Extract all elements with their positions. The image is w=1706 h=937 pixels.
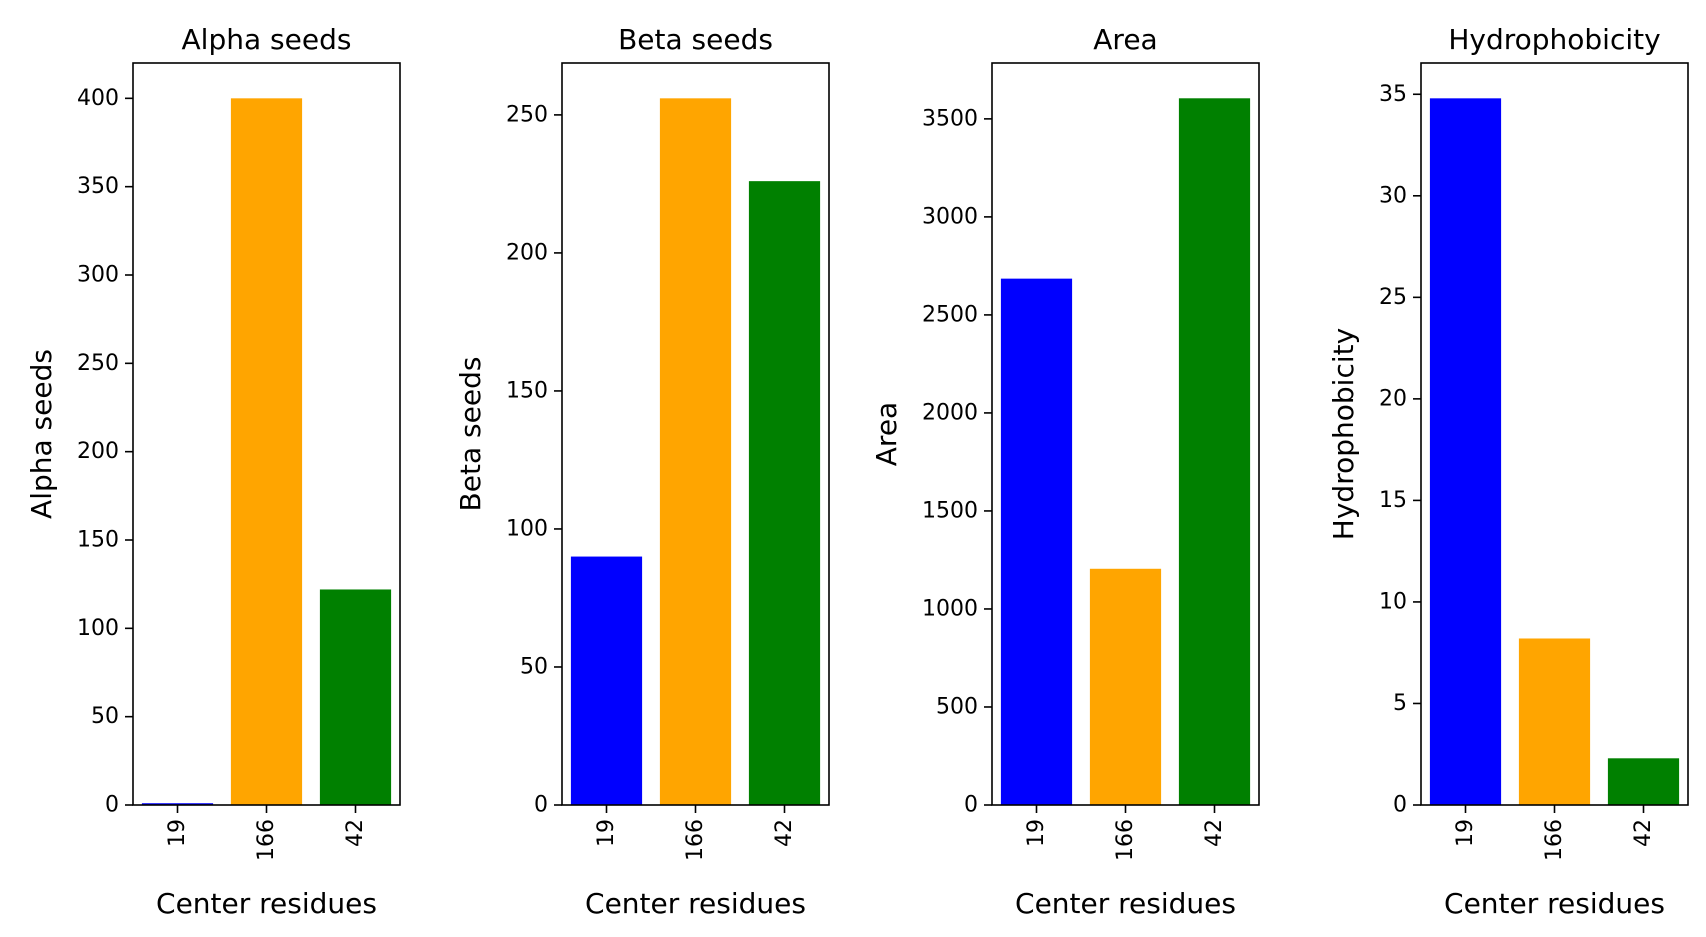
y-tick-label: 150 [77, 528, 119, 553]
chart-title: Hydrophobicity [1448, 23, 1660, 56]
y-tick-label: 500 [936, 694, 978, 719]
bar [748, 181, 821, 805]
x-tick-label: 42 [1202, 819, 1227, 847]
y-tick-label: 400 [77, 86, 119, 111]
y-tick-label: 100 [77, 616, 119, 641]
x-axis-label: Center residues [1015, 887, 1236, 920]
x-tick-label: 166 [683, 819, 708, 861]
bar [1089, 568, 1162, 805]
chart-title: Area [1093, 23, 1157, 56]
bar [1518, 638, 1591, 805]
y-tick-label: 30 [1379, 183, 1407, 208]
x-tick-label: 19 [165, 819, 190, 847]
chart-panel: 0 5 10 15 20 25 30 35 19 166 42 Hydrophobicity Cente… [1327, 23, 1689, 920]
x-tick-label: 19 [1024, 819, 1049, 847]
chart-title: Alpha seeds [182, 23, 352, 56]
y-tick-label: 150 [506, 378, 548, 403]
bar [230, 98, 303, 805]
y-tick-label: 200 [506, 240, 548, 265]
y-tick-label: 35 [1379, 82, 1407, 107]
y-axis-label: Area [870, 402, 903, 466]
y-tick-label: 5 [1393, 691, 1407, 716]
y-tick-label: 0 [105, 793, 119, 818]
y-tick-label: 50 [91, 704, 119, 729]
bar [1000, 278, 1073, 805]
bar [659, 98, 732, 805]
y-tick-label: 250 [77, 351, 119, 376]
y-tick-label: 0 [964, 793, 978, 818]
x-tick-label: 166 [254, 819, 279, 861]
y-tick-label: 3500 [922, 106, 978, 131]
y-tick-label: 2500 [922, 302, 978, 327]
y-tick-label: 350 [77, 174, 119, 199]
y-tick-label: 25 [1379, 285, 1407, 310]
y-tick-label: 50 [520, 654, 548, 679]
x-tick-label: 19 [1453, 819, 1478, 847]
y-tick-label: 10 [1379, 589, 1407, 614]
x-tick-label: 166 [1542, 819, 1567, 861]
x-tick-label: 42 [1631, 819, 1656, 847]
bar [1178, 98, 1251, 806]
y-tick-label: 0 [1393, 793, 1407, 818]
x-tick-label: 19 [594, 819, 619, 847]
chart-panel: 0 50 100 150 200 250 19 166 42 Beta seeds Center r… [454, 23, 830, 920]
y-tick-label: 15 [1379, 488, 1407, 513]
bar [570, 556, 643, 805]
y-tick-label: 2000 [922, 400, 978, 425]
y-tick-label: 3000 [922, 204, 978, 229]
bar [141, 803, 214, 805]
x-tick-label: 42 [343, 819, 368, 847]
y-axis-label: Alpha seeds [25, 349, 58, 519]
y-tick-label: 1000 [922, 596, 978, 621]
x-tick-label: 42 [772, 819, 797, 847]
bar [1607, 758, 1680, 805]
y-tick-label: 20 [1379, 386, 1407, 411]
bar [1429, 98, 1502, 805]
chart-title: Beta seeds [618, 23, 773, 56]
y-tick-label: 1500 [922, 498, 978, 523]
y-tick-label: 0 [534, 793, 548, 818]
y-tick-label: 300 [77, 263, 119, 288]
y-tick-label: 250 [506, 102, 548, 127]
x-tick-label: 166 [1113, 819, 1138, 861]
y-tick-label: 200 [77, 439, 119, 464]
y-axis-label: Hydrophobicity [1327, 328, 1360, 540]
chart-panel: 0 500 1000 1500 2000 2500 3000 3500 19 166 42 Area C… [870, 23, 1260, 920]
bar [319, 589, 392, 805]
chart-panel: 0 50 100 150 200 250 300 350 400 19 166 42 Alpha see… [25, 23, 401, 920]
x-axis-label: Center residues [1444, 887, 1665, 920]
y-axis-label: Beta seeds [454, 357, 487, 512]
x-axis-label: Center residues [156, 887, 377, 920]
y-tick-label: 100 [506, 516, 548, 541]
x-axis-label: Center residues [585, 887, 806, 920]
